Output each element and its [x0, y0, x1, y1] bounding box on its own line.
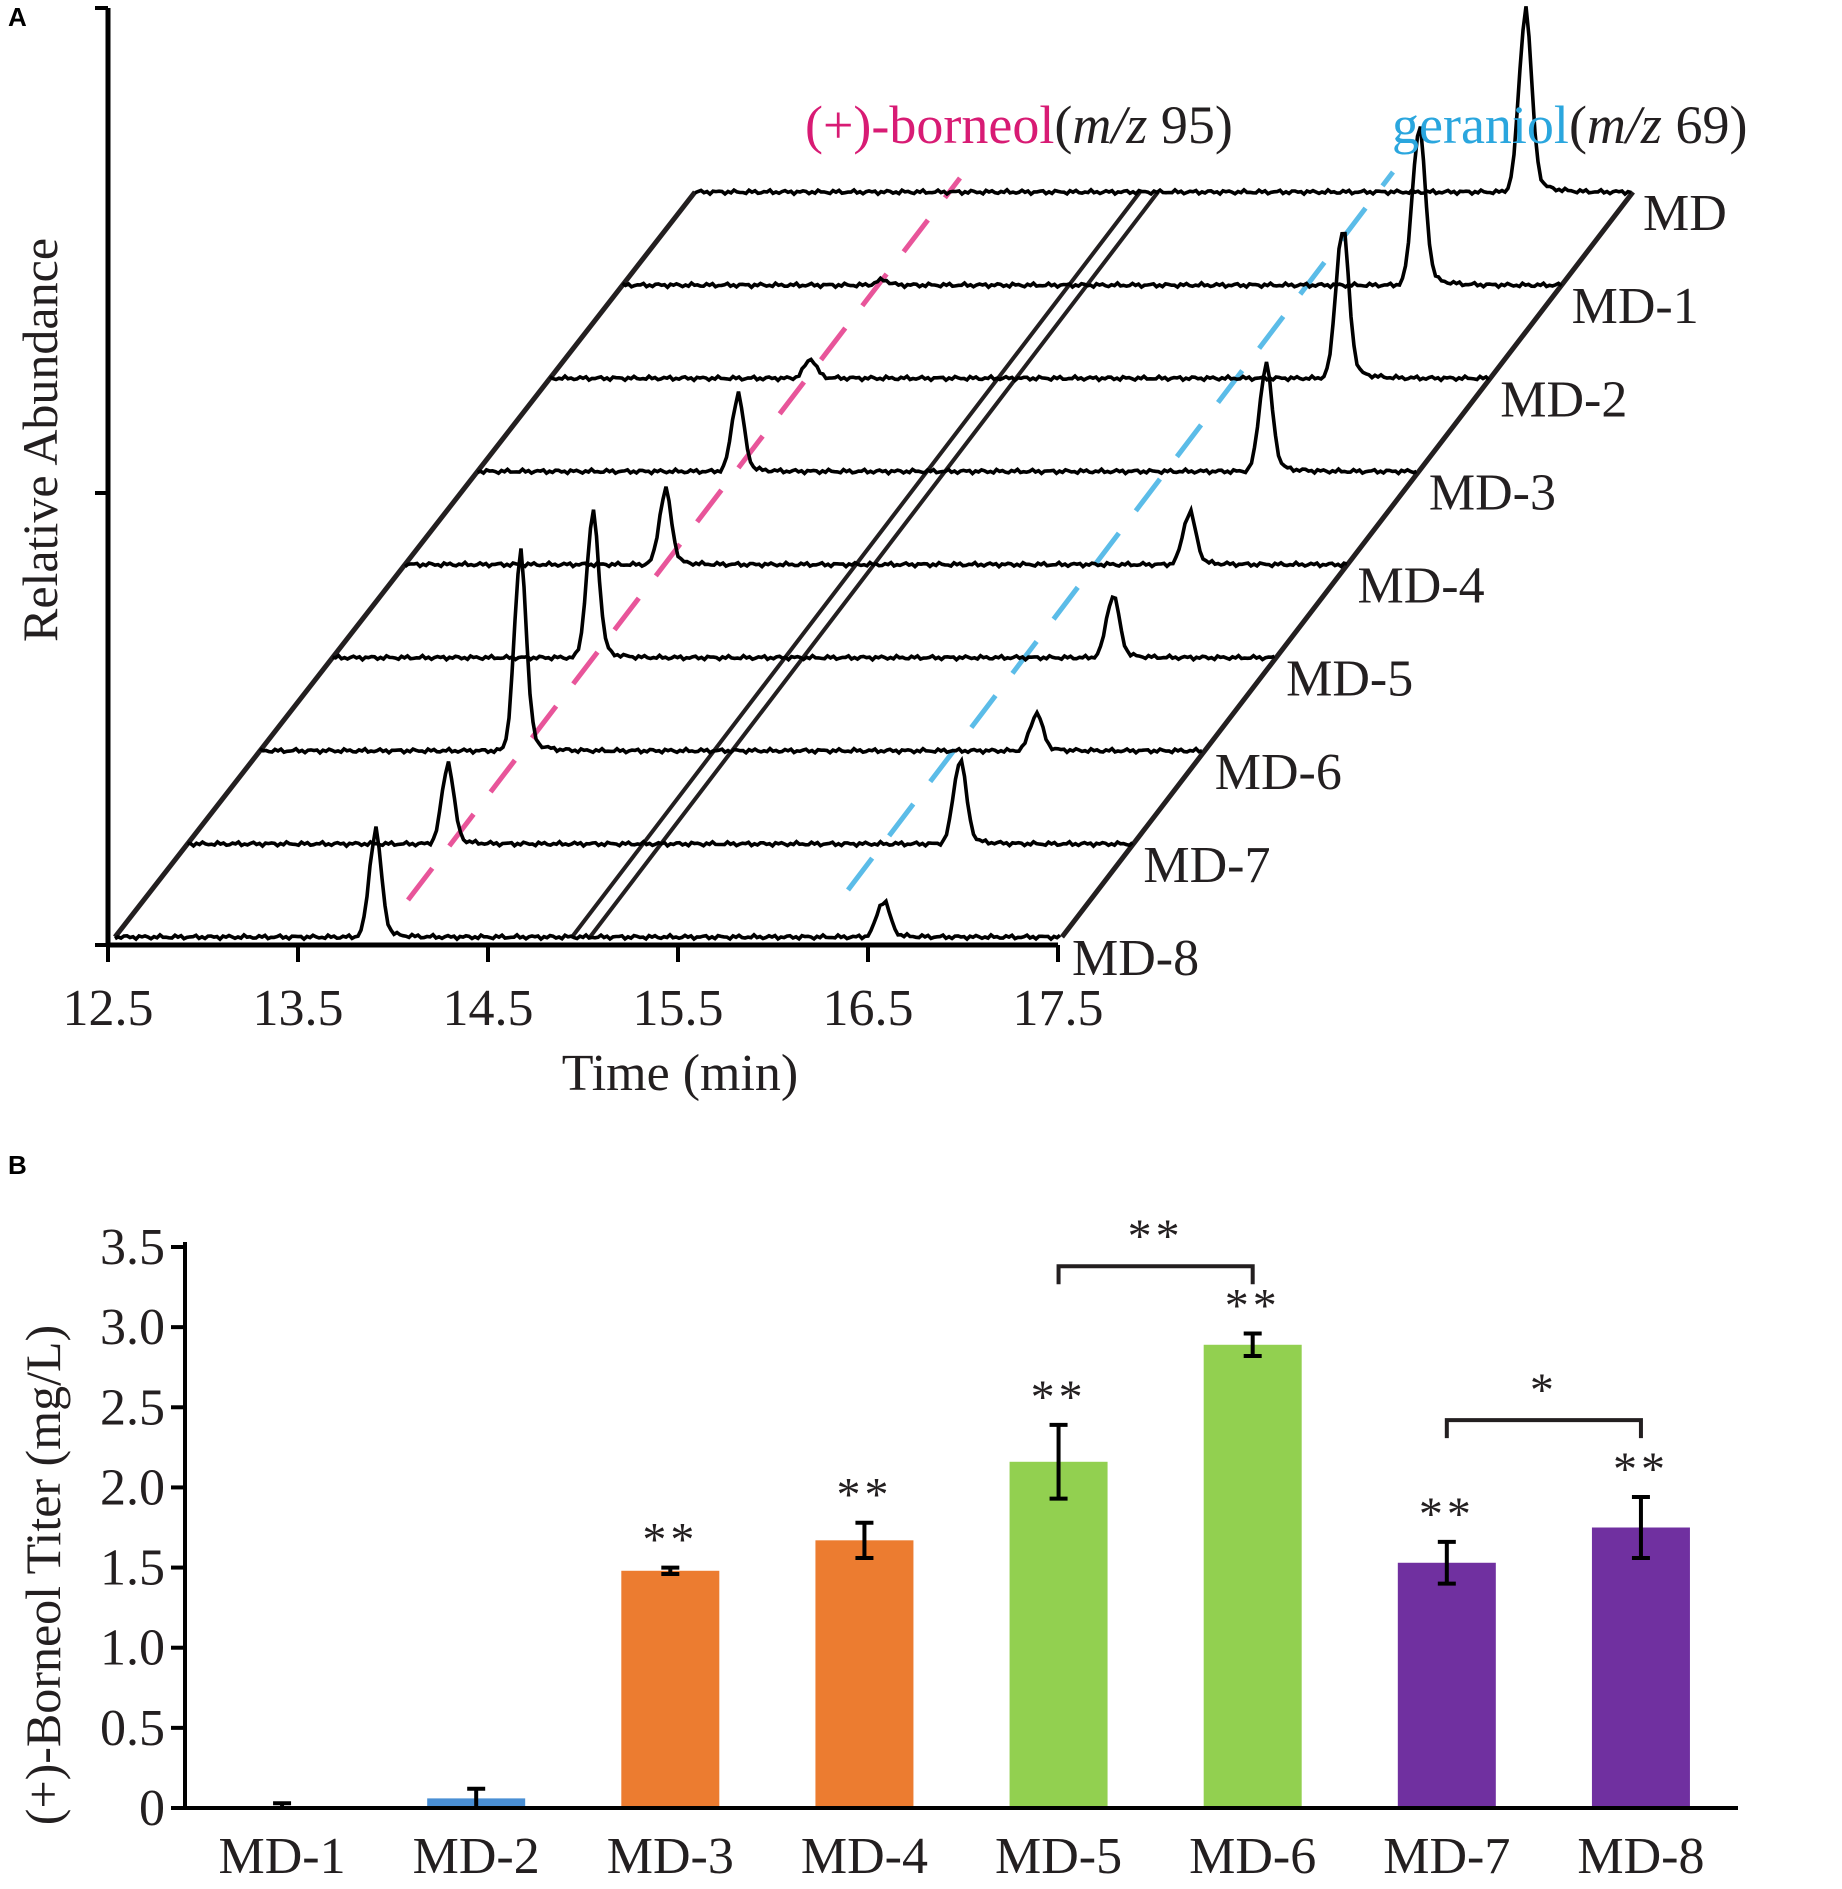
error-bar-md-7 — [1437, 1539, 1456, 1586]
category-label-md-1: MD-1 — [219, 1828, 346, 1885]
trace-label-md-2: MD-2 — [1500, 371, 1627, 428]
legend-geraniol: geraniol(m/z 69) — [1392, 95, 1747, 155]
chromatogram-trace-md-8 — [114, 826, 1062, 942]
legend-geraniol-name: geraniol — [1392, 95, 1569, 155]
bar-chart-y-tick-label: 2.0 — [100, 1459, 165, 1516]
error-bar-md-3 — [661, 1565, 680, 1576]
chromatogram-trace-md-6 — [258, 548, 1203, 756]
bracket-line — [1444, 1418, 1643, 1439]
legend-borneol-paren: ( — [1054, 95, 1072, 155]
bracket-line — [1056, 1264, 1255, 1285]
category-label-md-7: MD-7 — [1383, 1828, 1510, 1885]
category-label-md-3: MD-3 — [607, 1828, 734, 1885]
bar-md-1 — [233, 1806, 332, 1809]
trace-label-md-5: MD-5 — [1286, 651, 1413, 708]
chromatogram-trace-md-5 — [332, 509, 1276, 663]
chromatogram-trace-md-1 — [621, 126, 1563, 290]
legend-geraniol-mz: m/z — [1587, 95, 1662, 155]
bar-md-6 — [1203, 1344, 1302, 1808]
panel-a-x-tick-label: 12.5 — [63, 980, 154, 1037]
significance-md-4: ** — [836, 1469, 892, 1522]
panel-a-right-edge — [1060, 190, 1635, 939]
legend-borneol: (+)-borneol(m/z 95) — [805, 95, 1233, 155]
panel-a-x-tick-label: 17.5 — [1013, 980, 1104, 1037]
error-bar-md-1 — [273, 1801, 292, 1810]
trace-label-md-6: MD-6 — [1215, 744, 1342, 801]
trace-label-md-8: MD-8 — [1072, 930, 1199, 987]
legend-borneol-name: (+)-borneol — [805, 95, 1054, 155]
bar-chart-y-tick-label: 0.5 — [100, 1700, 165, 1757]
significance-md-7: ** — [1419, 1488, 1475, 1541]
legend-geraniol-paren: ( — [1569, 95, 1587, 155]
category-label-md-8: MD-8 — [1577, 1828, 1704, 1885]
significance-bracket-md-7-md-8: * — [1444, 1364, 1643, 1439]
trace-label-md-4: MD-4 — [1358, 558, 1485, 615]
panel-a-letter: A — [8, 2, 27, 32]
legend-borneol-mz: m/z — [1072, 95, 1147, 155]
chromatogram-panel: Relative Abundance Time (min) 12.5 13.5 14… — [12, 6, 1747, 1102]
trace-label-md-1: MD-1 — [1572, 278, 1699, 335]
bar-chart-y-tick-label: 1.5 — [100, 1540, 165, 1597]
significance-bracket-md-5-md-6: ** — [1056, 1210, 1255, 1285]
significance-md-5: ** — [1031, 1371, 1087, 1424]
category-label-md-4: MD-4 — [801, 1828, 928, 1885]
error-bar-md-8 — [1631, 1495, 1650, 1560]
category-label-md-2: MD-2 — [413, 1828, 540, 1885]
panel-a-x-tick-label: 14.5 — [443, 980, 534, 1037]
panel-b-letter: B — [8, 1150, 27, 1180]
significance-md-8: ** — [1613, 1443, 1669, 1496]
bar-md-3 — [621, 1570, 720, 1808]
bar-chart-y-label: (+)-Borneol Titer (mg/L) — [15, 1325, 71, 1825]
panel-a-x-tick-label: 13.5 — [253, 980, 344, 1037]
bar-md-2 — [427, 1798, 526, 1808]
bar-chart-y-tick-label: 1.0 — [100, 1620, 165, 1677]
bar-md-7 — [1397, 1562, 1496, 1808]
chromatogram-trace-md-2 — [549, 231, 1491, 383]
category-label-md-5: MD-5 — [995, 1828, 1122, 1885]
significance-md-6: ** — [1225, 1280, 1281, 1333]
chromatogram-trace-md — [694, 6, 1632, 197]
bar-md-5 — [1009, 1461, 1108, 1808]
panel-a-x-tick-label: 15.5 — [633, 980, 724, 1037]
trace-label-md-7: MD-7 — [1143, 837, 1270, 894]
error-bar-md-5 — [1049, 1422, 1068, 1501]
bar-chart-y-tick-label: 3.5 — [100, 1219, 165, 1276]
bar-chart-y-tick-label: 2.5 — [100, 1379, 165, 1436]
geraniol-marker-line — [846, 170, 1395, 892]
significance-md-3: ** — [642, 1514, 698, 1567]
category-label-md-6: MD-6 — [1189, 1828, 1316, 1885]
legend-geraniol-value: 69) — [1662, 95, 1747, 155]
bar-md-4 — [815, 1540, 914, 1808]
bar-md-8 — [1591, 1527, 1690, 1808]
bar-chart-y-tick-label: 3.0 — [100, 1299, 165, 1356]
borneol-marker-line — [406, 176, 962, 902]
error-bar-md-6 — [1243, 1331, 1262, 1358]
legend-borneol-value: 95) — [1147, 95, 1232, 155]
bar-chart-y-tick-label: 0 — [139, 1780, 165, 1837]
trace-label-md-3: MD-3 — [1429, 464, 1556, 521]
chromatogram-trace-md-4 — [403, 486, 1348, 570]
panel-a-x-label: Time (min) — [562, 1045, 798, 1102]
panel-a-x-tick-label: 16.5 — [823, 980, 914, 1037]
chromatogram-trace-md-7 — [187, 755, 1134, 849]
error-bar-md-2 — [467, 1786, 486, 1810]
chromatogram-trace-md-3 — [476, 361, 1418, 477]
panel-a-y-label: Relative Abundance — [12, 238, 68, 642]
bracket-label: * — [1530, 1364, 1558, 1417]
error-bar-md-4 — [855, 1520, 874, 1560]
trace-label-md: MD — [1643, 185, 1727, 242]
bracket-label: ** — [1128, 1210, 1184, 1263]
